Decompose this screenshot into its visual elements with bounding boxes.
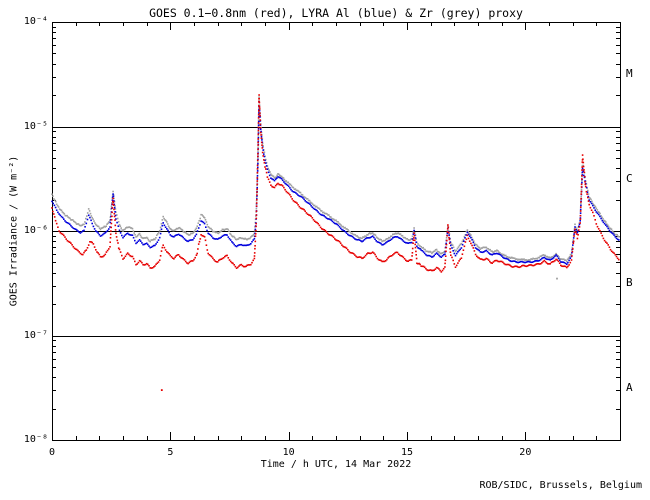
flare-class-label-M: M	[626, 67, 633, 81]
y-tick-label-1e-6: 10⁻⁶	[23, 225, 48, 236]
series-dots-0	[51, 96, 620, 263]
y-tick-label-1e-4: 10⁻⁴	[23, 16, 48, 27]
chart-title: GOES 0.1−0.8nm (red), LYRA Al (blue) & Z…	[149, 6, 523, 20]
series-dots-2	[51, 94, 620, 273]
y-tick-label-1e-8: 10⁻⁸	[23, 434, 48, 445]
y-tick-label-1e-7: 10⁻⁷	[23, 329, 48, 341]
x-tick-label-10: 10	[282, 447, 295, 458]
flare-class-label-A: A	[626, 380, 633, 394]
x-tick-label-0: 0	[48, 447, 56, 458]
flare-class-label-B: B	[626, 276, 633, 290]
outlier-dot	[556, 277, 558, 280]
x-axis-label: Time / h UTC, 14 Mar 2022	[260, 459, 412, 470]
credit-text: ROB/SIDC, Brussels, Belgium	[479, 480, 642, 491]
y-tick-label-1e-5: 10⁻⁵	[23, 120, 48, 132]
outlier-dot	[160, 389, 163, 391]
x-tick-label-15: 15	[400, 447, 414, 458]
x-tick-label-5: 5	[167, 447, 174, 458]
x-tick-label-20: 20	[519, 447, 532, 458]
flare-class-label-C: C	[626, 171, 633, 185]
